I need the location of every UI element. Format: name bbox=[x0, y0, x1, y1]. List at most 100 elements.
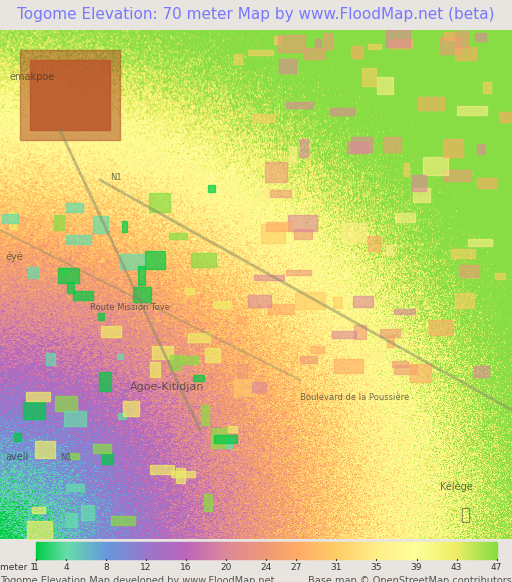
Bar bbox=[349, 542, 351, 559]
Bar bbox=[489, 542, 491, 559]
Bar bbox=[302, 542, 304, 559]
Bar bbox=[149, 193, 169, 212]
Bar bbox=[304, 542, 306, 559]
Bar bbox=[479, 542, 480, 559]
Text: N1: N1 bbox=[60, 453, 72, 462]
Bar bbox=[64, 411, 86, 425]
Bar bbox=[131, 542, 133, 559]
Bar bbox=[416, 542, 417, 559]
Bar bbox=[326, 542, 328, 559]
Text: Agoe-Kitidjan: Agoe-Kitidjan bbox=[130, 382, 204, 392]
Bar bbox=[379, 542, 381, 559]
Bar bbox=[423, 542, 424, 559]
Bar bbox=[371, 542, 372, 559]
Bar bbox=[127, 542, 130, 559]
Bar bbox=[354, 542, 356, 559]
Bar bbox=[20, 50, 120, 140]
Bar bbox=[263, 542, 264, 559]
Bar bbox=[385, 542, 387, 559]
Bar bbox=[293, 542, 295, 559]
Bar bbox=[117, 542, 119, 559]
Bar bbox=[389, 542, 391, 559]
Bar bbox=[232, 542, 234, 559]
Bar bbox=[27, 521, 52, 540]
Bar bbox=[386, 245, 393, 255]
Bar bbox=[446, 542, 448, 559]
Bar bbox=[150, 362, 160, 377]
Bar bbox=[82, 542, 84, 559]
Bar bbox=[248, 294, 271, 307]
Bar bbox=[261, 224, 285, 243]
Bar bbox=[160, 542, 162, 559]
Bar bbox=[73, 292, 93, 300]
Bar bbox=[409, 542, 410, 559]
Bar bbox=[252, 114, 274, 122]
Bar bbox=[193, 542, 194, 559]
Bar bbox=[454, 542, 455, 559]
Bar bbox=[75, 542, 77, 559]
Bar bbox=[414, 542, 416, 559]
Bar bbox=[180, 542, 182, 559]
Bar bbox=[201, 405, 209, 425]
Text: 43: 43 bbox=[451, 563, 462, 572]
Bar bbox=[164, 542, 165, 559]
Bar bbox=[451, 249, 475, 258]
Text: 24: 24 bbox=[261, 563, 272, 572]
Bar bbox=[69, 453, 79, 459]
Text: 47: 47 bbox=[491, 563, 502, 572]
Bar bbox=[169, 233, 187, 239]
Bar bbox=[108, 542, 110, 559]
Text: 1: 1 bbox=[33, 563, 39, 572]
Bar bbox=[228, 542, 230, 559]
Bar bbox=[486, 542, 487, 559]
Bar bbox=[188, 332, 210, 342]
Bar bbox=[311, 346, 324, 353]
Bar bbox=[3, 214, 18, 222]
Bar bbox=[351, 542, 353, 559]
Bar bbox=[104, 542, 106, 559]
Bar bbox=[386, 30, 411, 47]
Bar bbox=[378, 542, 379, 559]
Bar bbox=[254, 275, 284, 280]
Text: 35: 35 bbox=[371, 563, 382, 572]
Bar bbox=[424, 542, 426, 559]
Bar bbox=[187, 542, 189, 559]
Bar bbox=[329, 542, 331, 559]
Bar bbox=[477, 144, 484, 154]
Bar bbox=[77, 542, 79, 559]
Bar bbox=[133, 542, 135, 559]
Bar bbox=[236, 316, 246, 323]
Bar bbox=[391, 542, 392, 559]
Bar bbox=[374, 542, 376, 559]
Bar bbox=[55, 396, 77, 410]
Bar bbox=[320, 542, 322, 559]
Bar bbox=[369, 349, 382, 360]
Bar bbox=[300, 356, 317, 363]
Bar bbox=[448, 542, 450, 559]
Bar bbox=[328, 542, 329, 559]
Bar bbox=[243, 542, 245, 559]
Bar bbox=[84, 542, 86, 559]
Bar bbox=[122, 542, 124, 559]
Text: 12: 12 bbox=[140, 563, 152, 572]
Bar bbox=[150, 464, 174, 474]
Bar bbox=[314, 39, 321, 47]
Bar bbox=[74, 542, 75, 559]
Bar bbox=[281, 542, 283, 559]
Bar bbox=[367, 542, 369, 559]
Bar bbox=[145, 251, 165, 269]
Bar bbox=[106, 542, 108, 559]
Bar bbox=[155, 542, 157, 559]
Bar bbox=[275, 542, 277, 559]
Bar bbox=[480, 542, 482, 559]
Bar bbox=[457, 106, 487, 115]
Bar bbox=[214, 542, 216, 559]
Bar bbox=[216, 542, 218, 559]
Bar bbox=[28, 267, 38, 278]
Bar bbox=[392, 542, 394, 559]
Bar bbox=[413, 188, 430, 203]
Text: Togome Elevation Map developed by www.FloodMap.net: Togome Elevation Map developed by www.Fl… bbox=[0, 576, 274, 582]
Bar bbox=[93, 542, 95, 559]
Bar bbox=[86, 542, 88, 559]
Bar bbox=[396, 542, 398, 559]
